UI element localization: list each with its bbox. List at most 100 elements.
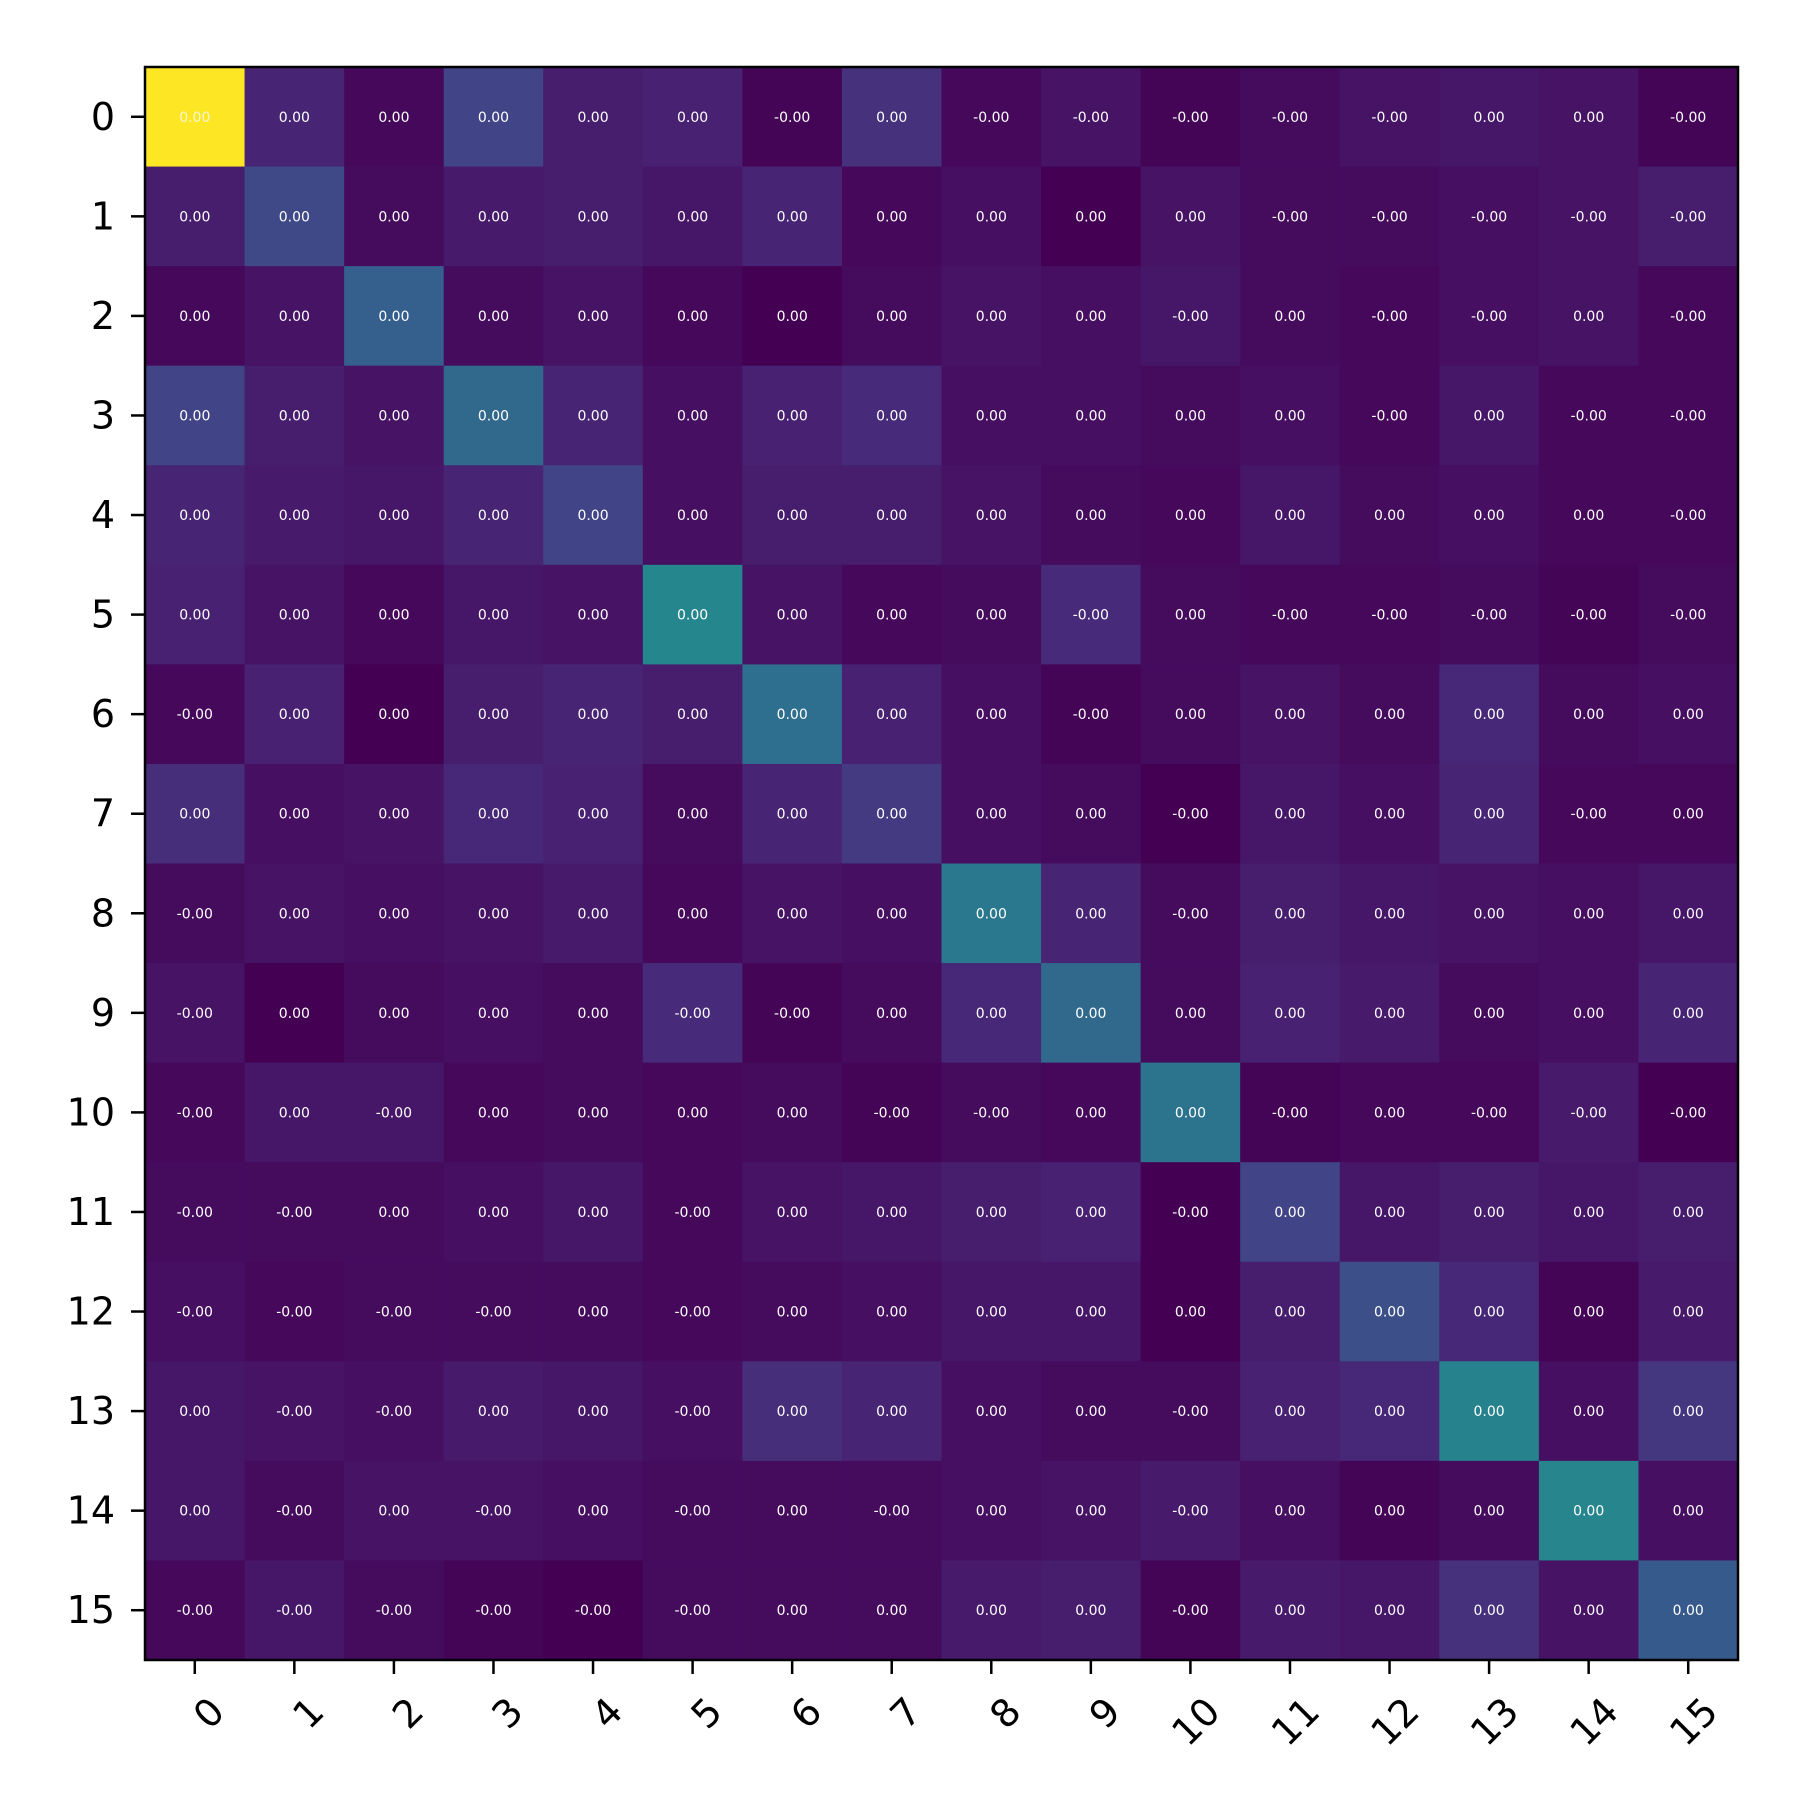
cell-value-label-5-2: 0.00 — [378, 608, 409, 624]
heatmap-cell-2-14 — [1538, 266, 1640, 367]
plot-frame — [143, 65, 1740, 1662]
y-tick-label-4: 4 — [91, 493, 115, 537]
heatmap-cell-6-1 — [244, 664, 345, 765]
cell-value-label-8-8: 0.00 — [976, 906, 1007, 922]
cell-value-label-8-13: 0.00 — [1474, 906, 1505, 922]
cell-value-label-7-8: 0.00 — [976, 807, 1007, 823]
heatmap-cell-11-15 — [1638, 1162, 1739, 1263]
cell-value-label-12-3: -0.00 — [475, 1305, 511, 1321]
heatmap-cell-0-2 — [344, 67, 445, 168]
cell-value-label-0-14: 0.00 — [1573, 110, 1604, 126]
heatmap-cell-3-0 — [145, 365, 246, 466]
cell-value-label-6-11: 0.00 — [1274, 707, 1305, 723]
cell-value-label-2-8: 0.00 — [976, 309, 1007, 325]
heatmap-cell-8-11 — [1240, 863, 1341, 964]
cell-value-label-0-5: 0.00 — [677, 110, 708, 126]
heatmap-cell-6-15 — [1638, 664, 1739, 765]
cell-value-label-8-2: 0.00 — [378, 906, 409, 922]
heatmap-cell-14-14 — [1538, 1460, 1640, 1562]
x-tick-label-2: 2 — [384, 1689, 432, 1737]
heatmap-cell-6-5 — [642, 664, 743, 765]
heatmap-cell-15-14 — [1538, 1560, 1640, 1661]
heatmap-cell-11-9 — [1041, 1162, 1142, 1263]
heatmap-cell-15-8 — [941, 1560, 1042, 1661]
cell-value-label-11-7: 0.00 — [876, 1205, 907, 1221]
cell-value-label-4-12: 0.00 — [1374, 508, 1405, 524]
cell-value-label-0-12: -0.00 — [1371, 110, 1407, 126]
heatmap-cell-10-9 — [1041, 1062, 1142, 1163]
heatmap-cell-12-6 — [742, 1261, 843, 1362]
heatmap-cell-9-15 — [1638, 963, 1739, 1064]
cell-value-label-10-5: 0.00 — [677, 1105, 708, 1121]
heatmap-cell-11-11 — [1240, 1162, 1341, 1263]
heatmap-cell-6-6 — [742, 664, 843, 765]
y-tick-label-13: 13 — [67, 1389, 115, 1433]
cell-value-label-6-13: 0.00 — [1474, 707, 1505, 723]
heatmap-cell-10-10 — [1140, 1062, 1241, 1163]
cell-value-label-8-3: 0.00 — [478, 906, 509, 922]
cell-value-label-0-2: 0.00 — [378, 110, 409, 126]
cell-value-label-10-10: 0.00 — [1175, 1105, 1206, 1121]
cell-value-label-2-9: 0.00 — [1075, 309, 1106, 325]
cell-value-label-3-11: 0.00 — [1274, 408, 1305, 424]
heatmap-cell-15-6 — [742, 1560, 843, 1661]
heatmap-cell-14-10 — [1140, 1460, 1241, 1562]
heatmap-cell-10-13 — [1439, 1062, 1540, 1163]
heatmap-cell-15-7 — [841, 1560, 943, 1661]
cell-value-label-9-10: 0.00 — [1175, 1006, 1206, 1022]
cell-value-label-1-9: 0.00 — [1075, 209, 1106, 225]
heatmap-cell-11-12 — [1339, 1162, 1440, 1263]
heatmap-cell-0-1 — [244, 67, 345, 168]
heatmap-cell-14-13 — [1439, 1460, 1540, 1562]
heatmap-cell-14-15 — [1638, 1460, 1739, 1562]
heatmap-cell-1-15 — [1638, 166, 1739, 267]
heatmap-cell-1-14 — [1538, 166, 1640, 267]
cell-value-label-3-7: 0.00 — [876, 408, 907, 424]
heatmap-cell-10-15 — [1638, 1062, 1739, 1163]
cell-value-label-0-7: 0.00 — [876, 110, 907, 126]
cell-value-label-11-3: 0.00 — [478, 1205, 509, 1221]
cell-value-label-3-5: 0.00 — [677, 408, 708, 424]
cell-value-label-9-3: 0.00 — [478, 1006, 509, 1022]
cell-value-label-11-2: 0.00 — [378, 1205, 409, 1221]
cell-value-label-9-0: -0.00 — [177, 1006, 213, 1022]
cell-value-label-6-8: 0.00 — [976, 707, 1007, 723]
heatmap-cell-10-6 — [742, 1062, 843, 1163]
cell-value-label-7-9: 0.00 — [1075, 807, 1106, 823]
cell-value-label-4-10: 0.00 — [1175, 508, 1206, 524]
heatmap-cell-7-1 — [244, 763, 345, 865]
cell-value-label-10-4: 0.00 — [577, 1105, 608, 1121]
heatmap-cell-9-9 — [1041, 963, 1142, 1064]
cell-value-label-15-7: 0.00 — [876, 1603, 907, 1619]
cell-value-label-8-14: 0.00 — [1573, 906, 1604, 922]
cell-value-label-11-4: 0.00 — [577, 1205, 608, 1221]
heatmap-cell-7-12 — [1339, 763, 1440, 865]
heatmap-cell-15-2 — [344, 1560, 445, 1661]
cell-value-label-14-4: 0.00 — [577, 1504, 608, 1520]
cell-value-label-8-7: 0.00 — [876, 906, 907, 922]
cell-value-label-8-15: 0.00 — [1673, 906, 1704, 922]
cell-value-label-8-9: 0.00 — [1075, 906, 1106, 922]
cell-value-label-2-13: -0.00 — [1471, 309, 1507, 325]
heatmap-cell-9-12 — [1339, 963, 1440, 1064]
cell-value-label-9-1: 0.00 — [279, 1006, 310, 1022]
cell-value-label-14-8: 0.00 — [976, 1504, 1007, 1520]
heatmap-cell-6-14 — [1538, 664, 1640, 765]
heatmap-cell-8-7 — [841, 863, 943, 964]
heatmap-cell-3-4 — [543, 365, 644, 466]
heatmap-cell-10-2 — [344, 1062, 445, 1163]
cell-value-label-9-6: -0.00 — [774, 1006, 810, 1022]
cell-value-label-11-10: -0.00 — [1172, 1205, 1208, 1221]
y-tick-label-3: 3 — [91, 393, 115, 437]
heatmap-cell-11-10 — [1140, 1162, 1241, 1263]
heatmap-cell-14-8 — [941, 1460, 1042, 1562]
cell-value-label-6-4: 0.00 — [577, 707, 608, 723]
cell-value-label-7-0: 0.00 — [179, 807, 210, 823]
heatmap-cell-8-12 — [1339, 863, 1440, 964]
heatmap-cell-0-12 — [1339, 67, 1440, 168]
cell-value-label-9-14: 0.00 — [1573, 1006, 1604, 1022]
heatmap-cell-6-10 — [1140, 664, 1241, 765]
cell-value-label-13-11: 0.00 — [1274, 1404, 1305, 1420]
cell-value-label-2-4: 0.00 — [577, 309, 608, 325]
cell-value-label-7-12: 0.00 — [1374, 807, 1405, 823]
